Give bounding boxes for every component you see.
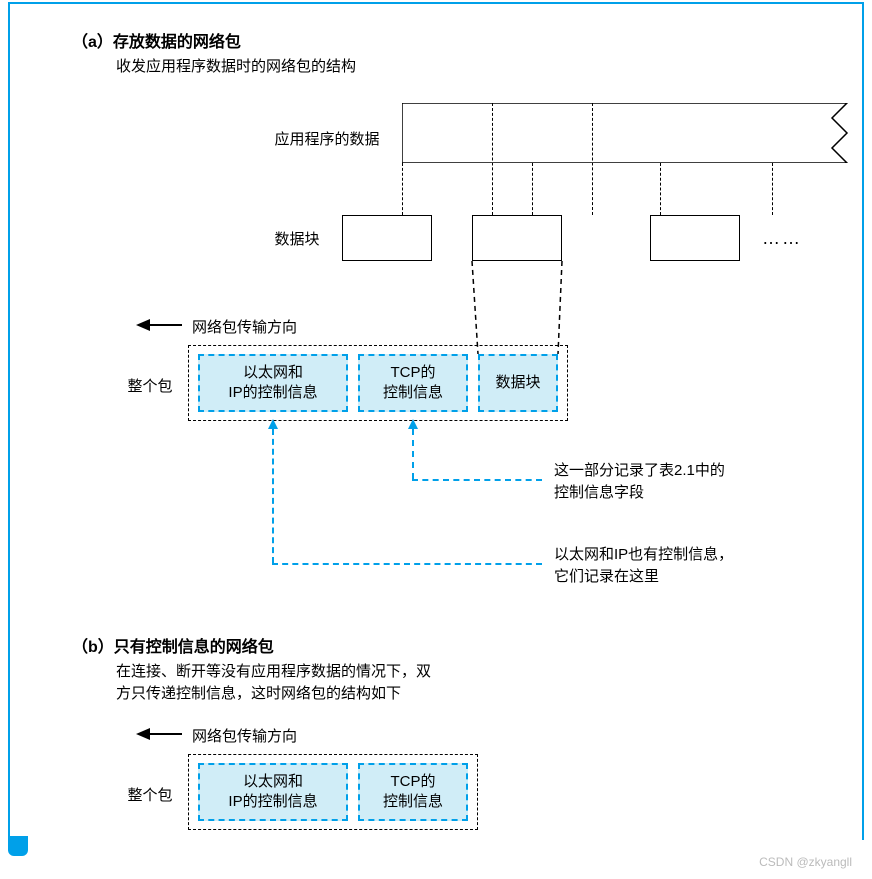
section-a-title: （a）存放数据的网络包 <box>72 28 842 52</box>
dots: …… <box>762 228 802 249</box>
direction-label-b: 网络包传输方向 <box>192 725 297 746</box>
accent-icon <box>8 836 28 856</box>
box-ethernet-ip-a: 以太网和 IP的控制信息 <box>198 354 348 412</box>
data-block-3 <box>650 215 740 261</box>
vdash-6 <box>772 163 773 215</box>
vdash-3 <box>532 163 533 215</box>
whole-packet-label-b: 整个包 <box>120 784 180 805</box>
box-data-a: 数据块 <box>478 354 558 412</box>
section-b-subtitle: 在连接、断开等没有应用程序数据的情况下，双 方只传递控制信息，这时网络包的结构如… <box>116 661 842 706</box>
app-data-label: 应用程序的数据 <box>262 128 392 149</box>
blue-hdash-tcp <box>412 479 542 481</box>
data-block-1 <box>342 215 432 261</box>
vdash-4 <box>592 103 593 215</box>
note-tcp: 这一部分记录了表2.1中的 控制信息字段 <box>554 460 725 505</box>
app-data-ribbon <box>402 103 862 163</box>
diagram-content: （a）存放数据的网络包 收发应用程序数据时的网络包的结构 应用程序的数据 数据块… <box>72 28 842 870</box>
box-ethernet-ip-b: 以太网和 IP的控制信息 <box>198 763 348 821</box>
blue-vdash-tcp <box>412 429 414 479</box>
data-block-2 <box>472 215 562 261</box>
vdash-1 <box>402 163 403 215</box>
whole-packet-label-a: 整个包 <box>120 375 180 396</box>
blue-vdash-eth <box>272 429 274 563</box>
section-b-canvas: 网络包传输方向 整个包 以太网和 IP的控制信息 TCP的 控制信息 <box>72 720 842 870</box>
box-tcp-a: TCP的 控制信息 <box>358 354 468 412</box>
data-block-label: 数据块 <box>262 228 332 249</box>
vdash-2 <box>492 103 493 215</box>
section-b-title: （b）只有控制信息的网络包 <box>72 633 842 657</box>
section-a-subtitle: 收发应用程序数据时的网络包的结构 <box>116 56 842 79</box>
box-tcp-b: TCP的 控制信息 <box>358 763 468 821</box>
arrow-up-tcp <box>408 419 418 429</box>
vdash-5 <box>660 163 661 215</box>
direction-label-a: 网络包传输方向 <box>192 316 297 337</box>
note-eth: 以太网和IP也有控制信息， 它们记录在这里 <box>554 544 733 589</box>
arrow-up-eth <box>268 419 278 429</box>
section-a-canvas: 应用程序的数据 数据块 …… 网络包传输方向 整个包 以太网和 IP的 <box>72 93 842 613</box>
blue-hdash-eth <box>272 563 542 565</box>
